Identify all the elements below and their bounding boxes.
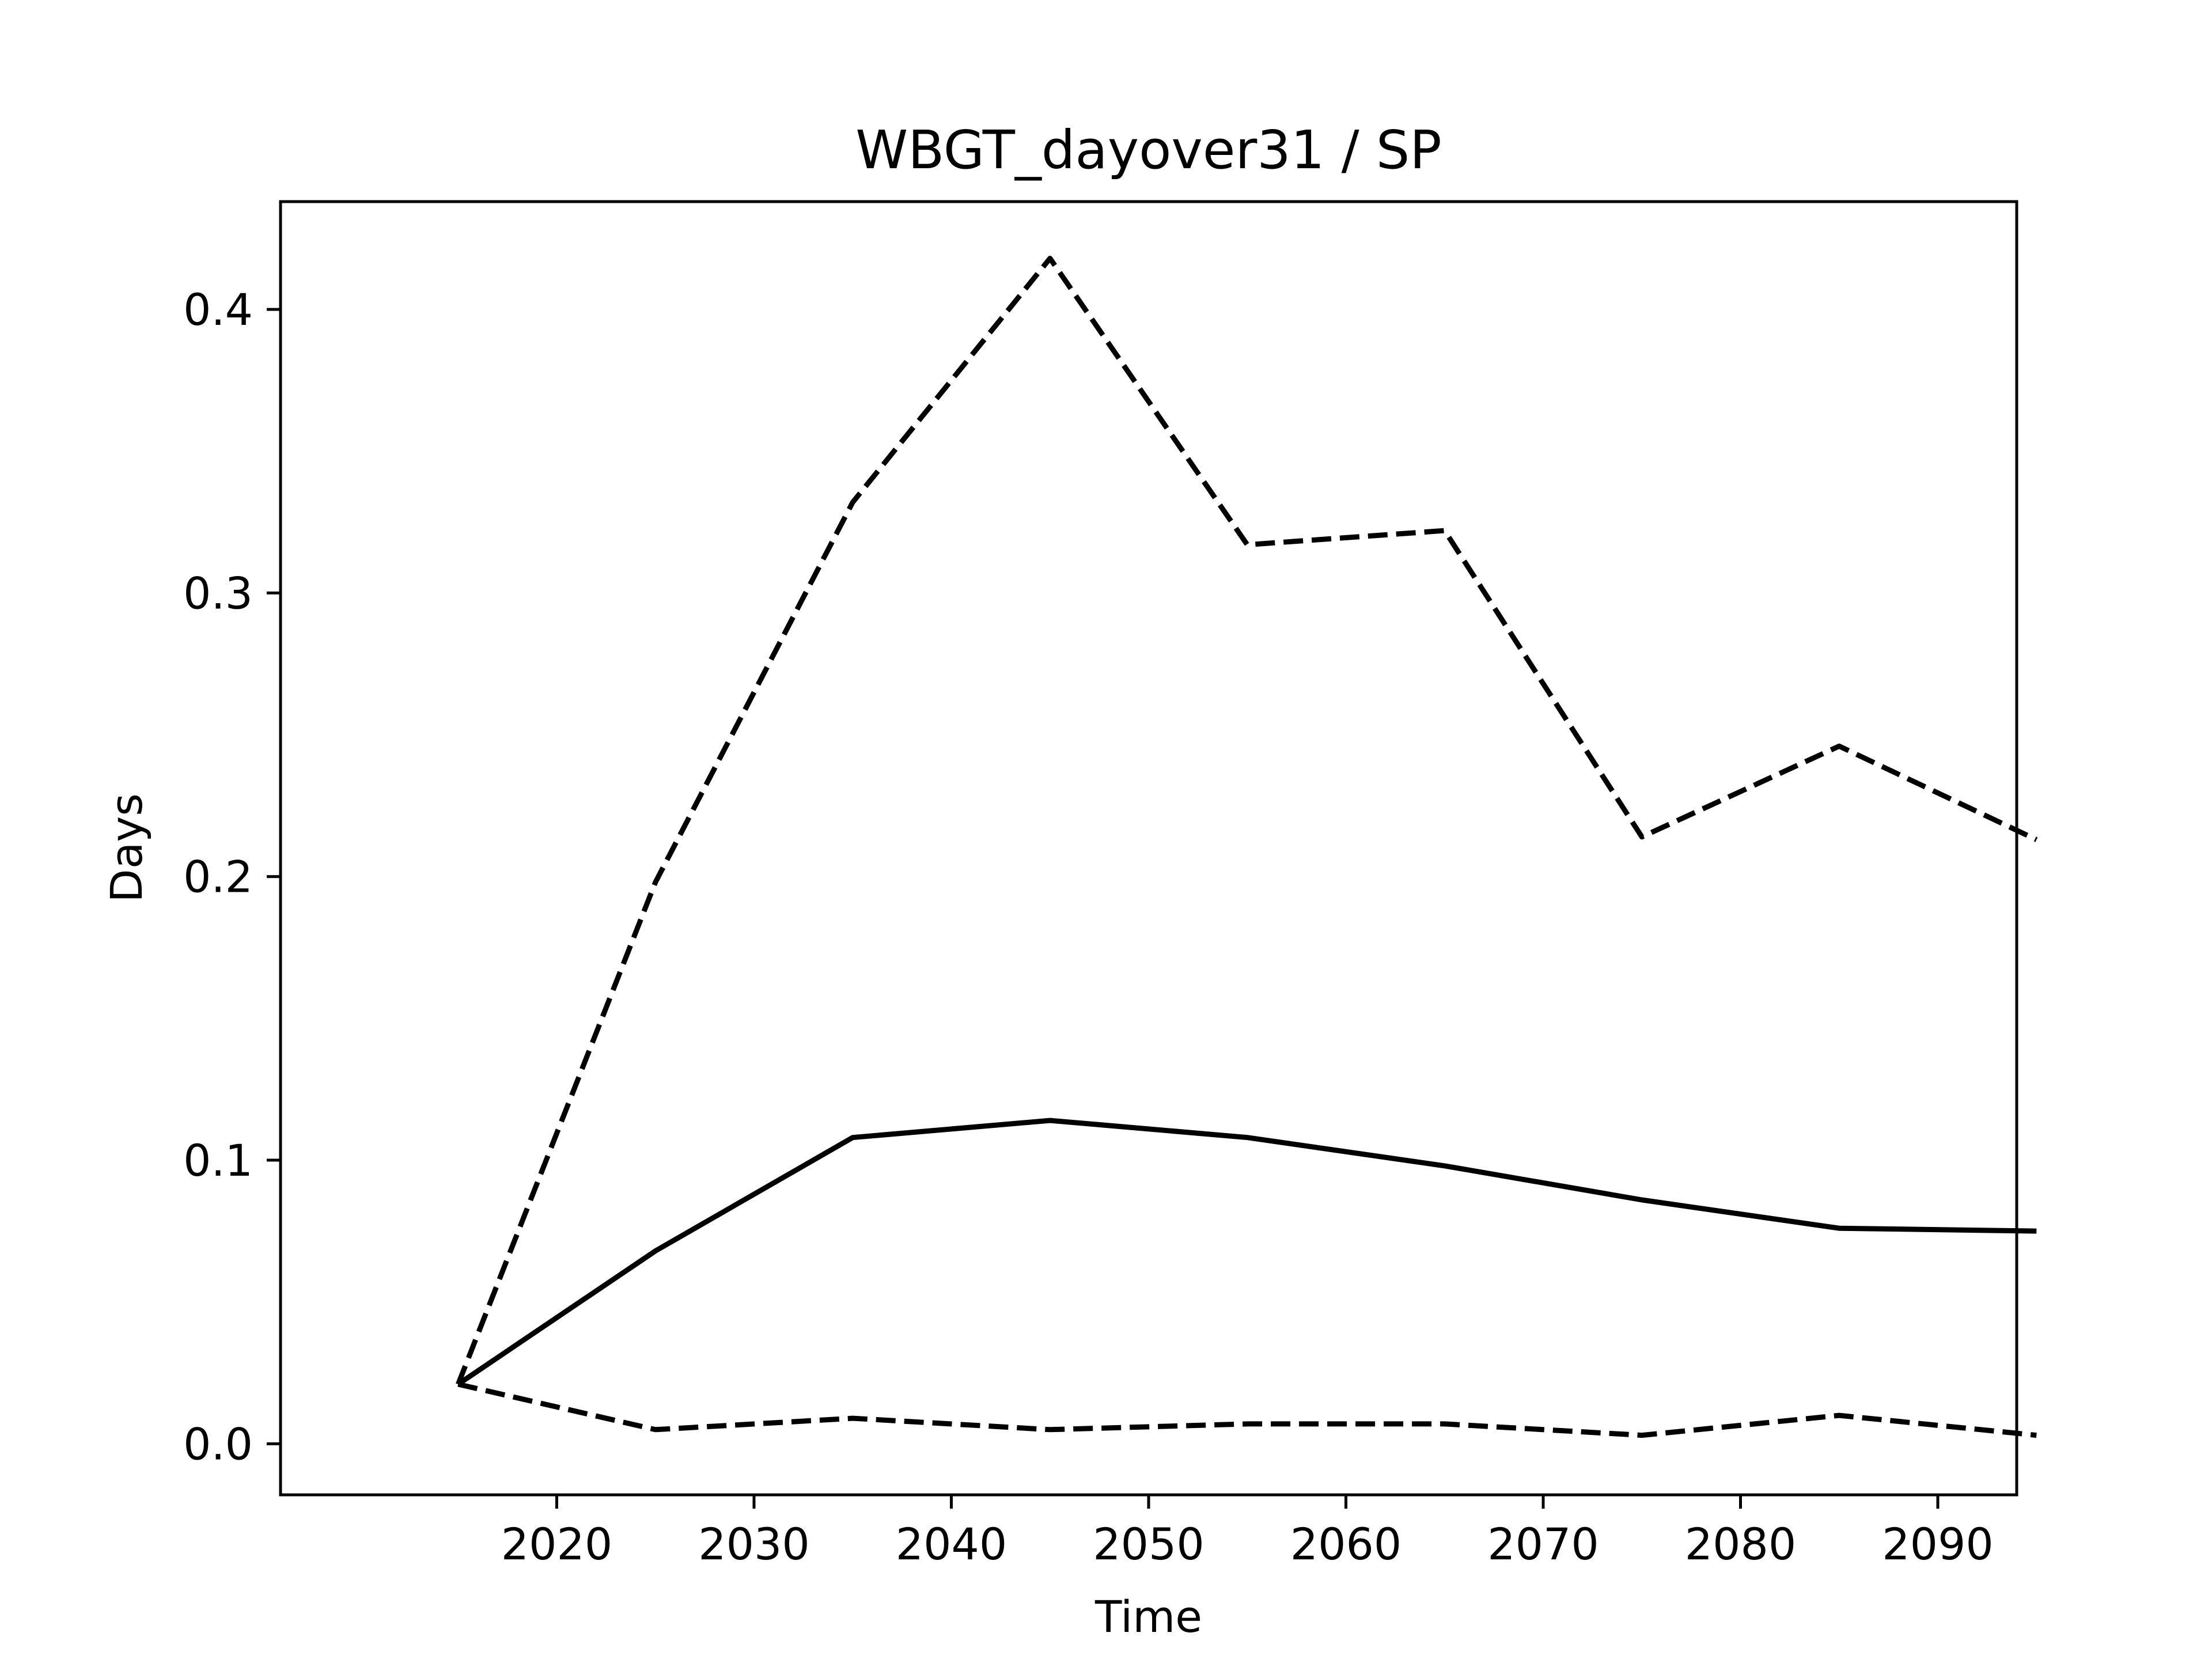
plot-frame (279, 200, 2018, 1497)
y-axis-ticks: 0.0 0.1 0.2 0.3 0.4 (183, 284, 281, 1469)
chart-title: WBGT_dayover31 / SP (855, 119, 1441, 181)
x-axis-label: Time (1094, 1591, 1202, 1642)
y-tick-label: 0.4 (183, 284, 253, 335)
y-tick-label: 0.2 (183, 851, 253, 903)
x-tick-label: 2090 (1882, 1518, 1993, 1570)
x-tick-label: 2060 (1290, 1518, 1402, 1570)
series-layer (456, 256, 2038, 1438)
y-tick-label: 0.3 (183, 567, 253, 619)
x-tick-label: 2040 (896, 1518, 1007, 1570)
series-line-3-dashed (457, 1381, 2037, 1438)
x-tick-label: 2080 (1685, 1518, 1796, 1570)
y-tick-label: 0.1 (183, 1135, 253, 1186)
x-axis-ticks: 2020 2030 2040 2050 2060 2070 2080 2090 (501, 1495, 1994, 1570)
series-line-2-solid (456, 1118, 2037, 1387)
y-tick-label: 0.0 (183, 1418, 253, 1469)
x-tick-label: 2050 (1093, 1518, 1204, 1570)
series-line-1-dashed (456, 256, 2038, 1385)
x-tick-label: 2030 (698, 1518, 809, 1570)
y-axis-label: Days (101, 793, 152, 903)
x-tick-label: 2020 (501, 1518, 612, 1570)
x-tick-label: 2070 (1487, 1518, 1599, 1570)
